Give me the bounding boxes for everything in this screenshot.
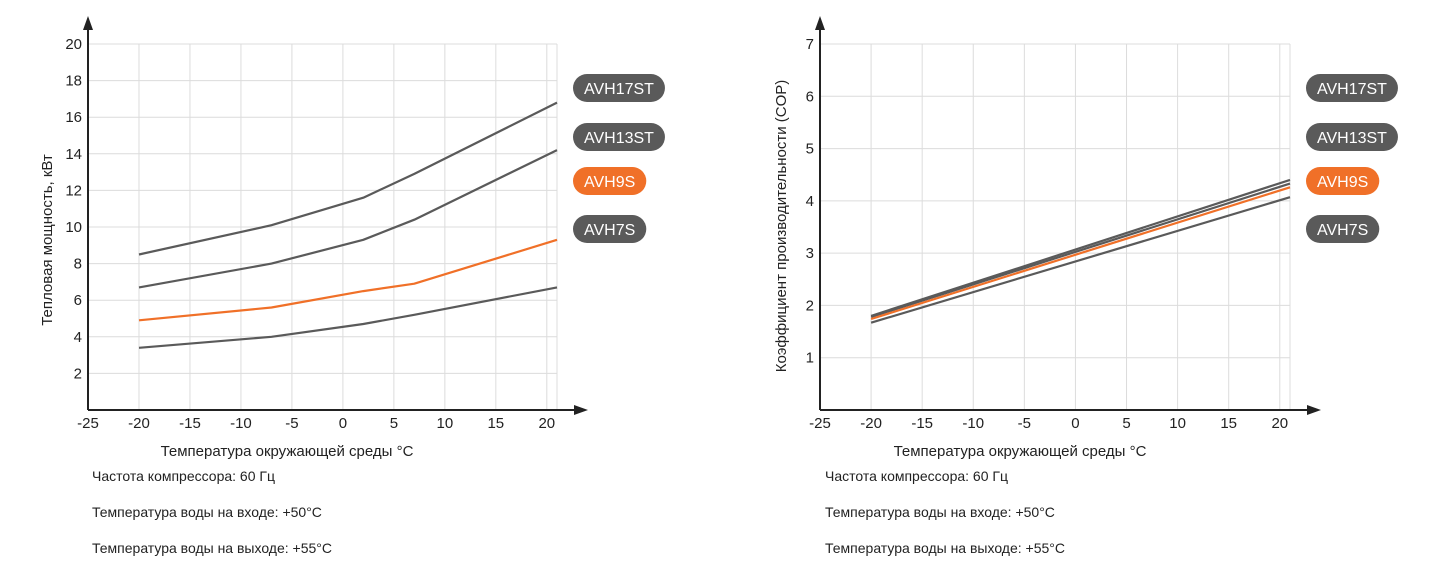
legend-label: AVH13ST [1317, 130, 1387, 147]
x-tick-label: 20 [538, 415, 555, 432]
x-axis-title: Температура окружающей среды °C [161, 443, 414, 460]
x-tick-label: -20 [860, 415, 882, 432]
legend-label: AVH17ST [584, 81, 654, 98]
y-axis-title: Тепловая мощность, кВт [39, 154, 56, 326]
note-compressor-frequency: Частота компрессора: 60 Гц [92, 468, 275, 484]
x-tick-label: -25 [77, 415, 99, 432]
x-tick-label: 10 [1169, 415, 1186, 432]
legend-pill [573, 123, 665, 151]
legend-pill [1306, 167, 1380, 195]
series-line-avh17st [138, 101, 558, 256]
legend-pill [1306, 123, 1398, 151]
y-tick-label: 3 [806, 245, 814, 262]
legend-label: AVH9S [1317, 174, 1368, 191]
y-tick-label: 4 [806, 193, 814, 210]
series-line-avh7s [138, 286, 558, 349]
series-line-avh17st [870, 178, 1291, 317]
cop-chart-panel: -25 -20 -15 -10 -5 0 5 10 15 20 1 2 3 4 5 6 7 Температура… [733, 0, 1440, 581]
note-water-inlet-temp: Температура воды на входе: +50°C [825, 504, 1055, 520]
x-tick-label: -15 [911, 415, 933, 432]
heating-capacity-chart: -25 -20 -15 -10 -5 0 5 10 15 20 2 4 6 8 10 12 14 16 18 20 Те… [39, 16, 665, 460]
y-tick-label: 6 [74, 292, 82, 309]
legend-item-avh7s: AVH7S [573, 215, 647, 243]
x-tick-label: -25 [809, 415, 831, 432]
legend-item-avh13st: AVH13ST [1306, 123, 1398, 151]
series-line-avh9s [870, 186, 1291, 321]
y-tick-label: 14 [65, 146, 82, 163]
legend-label: AVH9S [584, 174, 635, 191]
y-tick-label: 2 [806, 297, 814, 314]
x-tick-label: 5 [390, 415, 398, 432]
y-axis-arrow [83, 16, 93, 30]
x-tick-label: -5 [1018, 415, 1031, 432]
y-tick-label: 6 [806, 88, 814, 105]
legend-label: AVH7S [1317, 222, 1368, 239]
x-tick-label: 15 [487, 415, 504, 432]
conditions-notes: Частота компрессора: 60 Гц Температура в… [92, 467, 332, 575]
legend-item-avh7s: AVH7S [1306, 215, 1380, 243]
legend-label: AVH7S [584, 222, 635, 239]
legend-item-avh17st: AVH17ST [1306, 74, 1398, 102]
series-line-avh13st [870, 182, 1291, 318]
legend-item-avh17st: AVH17ST [573, 74, 665, 102]
conditions-notes: Частота компрессора: 60 Гц Температура в… [825, 467, 1065, 575]
y-tick-label: 5 [806, 141, 814, 158]
y-tick-label: 7 [806, 36, 814, 53]
legend-pill [573, 167, 647, 195]
x-tick-label: 0 [339, 415, 347, 432]
y-tick-label: 12 [65, 182, 82, 199]
x-tick-label: -15 [179, 415, 201, 432]
y-tick-label: 16 [65, 109, 82, 126]
heating-capacity-chart-panel: -25 -20 -15 -10 -5 0 5 10 15 20 2 4 6 8 10 12 14 16 18 20 Те… [39, 16, 665, 575]
y-tick-label: 20 [65, 36, 82, 53]
y-tick-label: 10 [65, 219, 82, 236]
legend-label: AVH13ST [584, 130, 654, 147]
legend-item-avh9s: AVH9S [1306, 167, 1380, 195]
x-axis-arrow [574, 405, 588, 415]
legend-pill [573, 74, 665, 102]
series-line-avh13st [138, 149, 558, 289]
x-tick-label: -10 [962, 415, 984, 432]
legend-pill [1306, 215, 1380, 243]
note-water-outlet-temp: Температура воды на выходе: +55°C [825, 540, 1065, 556]
cop-chart: -25 -20 -15 -10 -5 0 5 10 15 20 1 2 3 4 5 6 7 Температура… [773, 16, 1398, 460]
series-line-avh7s [870, 196, 1291, 324]
note-water-outlet-temp: Температура воды на выходе: +55°C [92, 540, 332, 556]
y-tick-label: 4 [74, 329, 82, 346]
y-tick-label: 2 [74, 365, 82, 382]
y-axis-arrow [815, 16, 825, 30]
y-tick-label: 1 [806, 350, 814, 367]
x-tick-label: 5 [1122, 415, 1130, 432]
legend-pill [573, 215, 647, 243]
note-water-inlet-temp: Температура воды на входе: +50°C [92, 504, 322, 520]
y-axis-title: Коэффициент производительности (COP) [773, 80, 790, 373]
x-tick-label: 10 [437, 415, 454, 432]
x-tick-label: -5 [285, 415, 298, 432]
legend-item-avh13st: AVH13ST [573, 123, 665, 151]
y-tick-label: 18 [65, 73, 82, 90]
note-compressor-frequency: Частота компрессора: 60 Гц [825, 468, 1008, 484]
x-tick-label: -10 [230, 415, 252, 432]
x-axis-arrow [1307, 405, 1321, 415]
x-tick-label: 15 [1220, 415, 1237, 432]
legend-label: AVH17ST [1317, 81, 1387, 98]
x-axis-title: Температура окружающей среды °C [894, 443, 1147, 460]
x-tick-label: 20 [1271, 415, 1288, 432]
series-line-avh9s [138, 238, 558, 322]
legend-item-avh9s: AVH9S [573, 167, 647, 195]
x-tick-label: 0 [1071, 415, 1079, 432]
legend-pill [1306, 74, 1398, 102]
y-tick-label: 8 [74, 256, 82, 273]
x-tick-label: -20 [128, 415, 150, 432]
